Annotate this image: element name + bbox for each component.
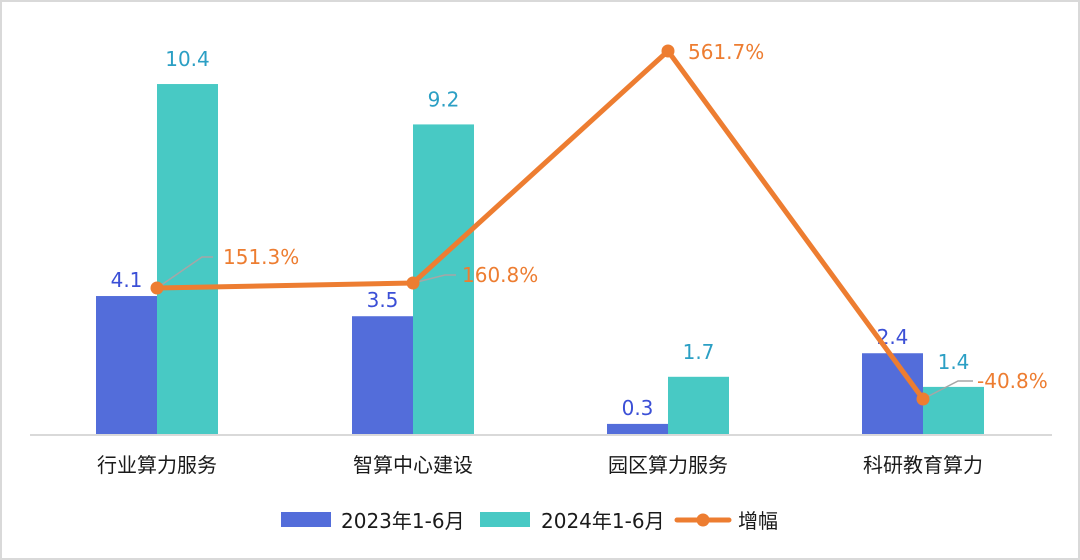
bar-2023-value-label: 3.5 (367, 288, 399, 312)
leader-line (156, 256, 213, 289)
bar-2023-value-label: 0.3 (622, 396, 654, 420)
bar-2024-3 (668, 376, 729, 434)
legend: 2023年1-6月 2024年1-6月 增幅 (281, 509, 778, 533)
leader-line (922, 380, 973, 400)
legend-label: 2023年1-6月 (341, 509, 465, 533)
bar-2023-value-label: 4.1 (111, 268, 143, 292)
bar-series (96, 84, 984, 435)
legend-item-2[interactable]: 2024年1-6月 (480, 509, 665, 533)
category-label: 行业算力服务 (97, 453, 217, 477)
growth-point (661, 44, 675, 58)
line-label-leaders (156, 256, 973, 400)
growth-line-series (150, 44, 930, 406)
legend-marker-icon (696, 513, 710, 527)
category-label: 园区算力服务 (608, 453, 728, 477)
growth-value-label: -40.8% (977, 369, 1048, 393)
legend-label: 增幅 (738, 509, 778, 533)
growth-line (156, 48, 926, 401)
growth-point (406, 276, 420, 290)
bar-2023-1 (96, 296, 157, 434)
growth-point (916, 392, 930, 406)
bar-2024-4 (923, 386, 984, 434)
bar-2023-2 (352, 316, 413, 434)
bar-2024-value-label: 1.7 (683, 340, 715, 364)
legend-item-1[interactable]: 2023年1-6月 (281, 509, 465, 533)
bar-2024-value-label: 10.4 (165, 47, 210, 71)
growth-value-labels: 151.3% 160.8% 561.7% -40.8% (223, 40, 1048, 393)
bar-2023-4 (862, 353, 923, 434)
legend-swatch-icon (480, 512, 530, 527)
category-label: 科研教育算力 (863, 453, 983, 477)
bar-2023-3 (607, 423, 668, 434)
bar-2024-1 (157, 84, 218, 434)
growth-point (150, 281, 164, 295)
bar-2024-value-label: 1.4 (938, 350, 970, 374)
bar-2024-value-label: 9.2 (428, 87, 460, 111)
legend-item-3[interactable]: 增幅 (674, 509, 778, 533)
leader-line (412, 274, 456, 284)
growth-value-label: 561.7% (688, 40, 764, 64)
bar-value-labels: 4.110.43.59.20.31.72.41.4 (111, 47, 970, 420)
legend-swatch-icon (281, 512, 331, 527)
x-axis-category-labels: 行业算力服务 智算中心建设 园区算力服务 科研教育算力 (97, 453, 983, 477)
bar-2024-2 (413, 124, 474, 435)
category-label: 智算中心建设 (353, 453, 473, 477)
legend-label: 2024年1-6月 (541, 509, 665, 533)
growth-value-label: 160.8% (462, 263, 538, 287)
growth-value-label: 151.3% (223, 245, 299, 269)
